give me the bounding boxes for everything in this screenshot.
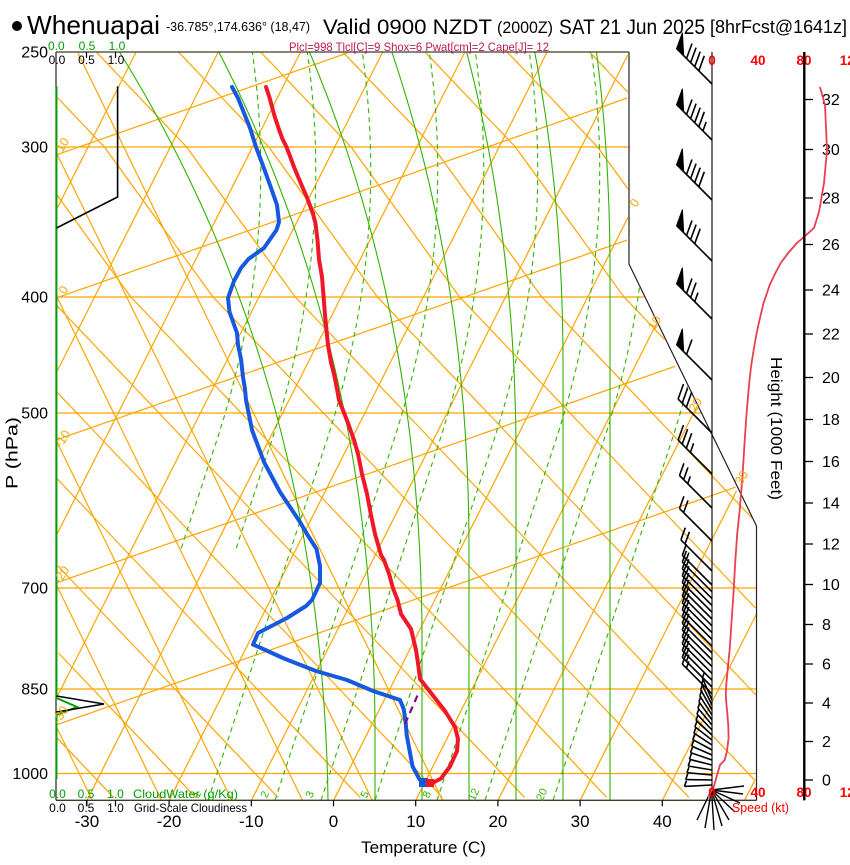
svg-text:1.0: 1.0 bbox=[107, 787, 124, 801]
svg-text:0.5: 0.5 bbox=[79, 39, 96, 53]
svg-text:22: 22 bbox=[822, 327, 840, 344]
svg-text:26: 26 bbox=[822, 237, 840, 254]
svg-text:0.0: 0.0 bbox=[49, 787, 66, 801]
svg-text:-36.785°,174.636° (18,47): -36.785°,174.636° (18,47) bbox=[166, 20, 310, 34]
svg-text:0.0: 0.0 bbox=[49, 53, 66, 67]
svg-text:8: 8 bbox=[822, 617, 831, 634]
svg-text:4: 4 bbox=[822, 696, 831, 713]
svg-text:40: 40 bbox=[653, 812, 672, 831]
svg-text:16: 16 bbox=[822, 454, 840, 471]
svg-text:(2000Z): (2000Z) bbox=[497, 18, 553, 37]
svg-text:10: 10 bbox=[822, 577, 840, 594]
svg-text:0: 0 bbox=[708, 53, 716, 68]
svg-text:0.5: 0.5 bbox=[78, 53, 95, 67]
svg-text:250: 250 bbox=[21, 45, 48, 62]
svg-text:Grid-Scale Cloudiness: Grid-Scale Cloudiness bbox=[134, 801, 247, 815]
svg-text:1.0: 1.0 bbox=[107, 801, 124, 815]
svg-text:1.0: 1.0 bbox=[108, 53, 125, 67]
svg-text:0.5: 0.5 bbox=[78, 787, 95, 801]
svg-text:Temperature (C): Temperature (C) bbox=[361, 838, 486, 857]
svg-text:0: 0 bbox=[822, 773, 831, 790]
svg-text:0.5: 0.5 bbox=[78, 801, 95, 815]
svg-text:2: 2 bbox=[822, 734, 831, 751]
svg-text:30: 30 bbox=[571, 812, 590, 831]
svg-text:Whenuapai: Whenuapai bbox=[27, 10, 160, 40]
svg-text:120: 120 bbox=[840, 53, 850, 68]
svg-text:1.0: 1.0 bbox=[109, 39, 126, 53]
svg-text:14: 14 bbox=[822, 496, 840, 513]
svg-text:Height (1000 Feet): Height (1000 Feet) bbox=[767, 357, 784, 500]
svg-text:30: 30 bbox=[822, 142, 840, 159]
svg-text:P (hPa): P (hPa) bbox=[3, 417, 22, 489]
svg-text:0: 0 bbox=[329, 812, 338, 831]
svg-text:20: 20 bbox=[488, 812, 507, 831]
svg-text:40: 40 bbox=[750, 785, 765, 800]
svg-text:0: 0 bbox=[708, 785, 716, 800]
svg-text:120: 120 bbox=[840, 785, 850, 800]
svg-text:500: 500 bbox=[21, 406, 48, 423]
svg-text:400: 400 bbox=[21, 290, 48, 307]
svg-text:Plcl=998 Tlcl[C]=9 Shox=6 Pwat: Plcl=998 Tlcl[C]=9 Shox=6 Pwat[cm]=2 Cap… bbox=[289, 40, 549, 54]
svg-text:[8hrFcst@1641z]: [8hrFcst@1641z] bbox=[710, 16, 847, 37]
svg-text:700: 700 bbox=[21, 581, 48, 598]
svg-text:40: 40 bbox=[750, 53, 765, 68]
svg-text:0.0: 0.0 bbox=[48, 39, 65, 53]
svg-text:12: 12 bbox=[822, 537, 840, 554]
svg-text:Speed (kt): Speed (kt) bbox=[732, 801, 789, 815]
svg-text:20: 20 bbox=[822, 370, 840, 387]
svg-text:300: 300 bbox=[21, 140, 48, 157]
svg-text:28: 28 bbox=[822, 191, 840, 208]
svg-text:10: 10 bbox=[406, 812, 425, 831]
svg-text:18: 18 bbox=[822, 412, 840, 429]
svg-text:SAT 21 Jun 2025: SAT 21 Jun 2025 bbox=[559, 15, 705, 39]
svg-text:1000: 1000 bbox=[12, 766, 48, 783]
svg-text:CloudWater (g/Kg): CloudWater (g/Kg) bbox=[133, 787, 238, 801]
svg-text:850: 850 bbox=[21, 682, 48, 699]
svg-text:6: 6 bbox=[822, 657, 831, 674]
svg-text:Valid 0900 NZDT: Valid 0900 NZDT bbox=[323, 15, 492, 39]
svg-text:0.0: 0.0 bbox=[49, 801, 66, 815]
svg-text:24: 24 bbox=[822, 283, 840, 300]
